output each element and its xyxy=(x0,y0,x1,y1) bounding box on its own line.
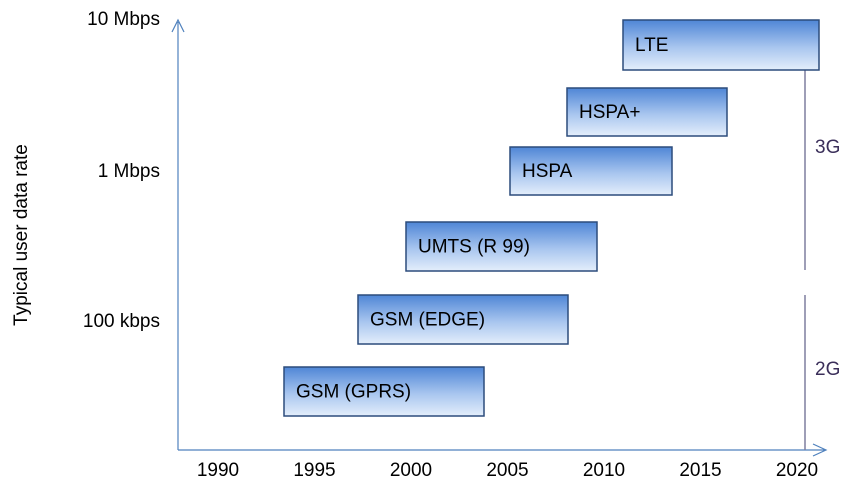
axes xyxy=(171,18,828,457)
technology-box xyxy=(283,366,485,417)
y-label: 100 kbps xyxy=(83,311,160,332)
technology-label: HSPA xyxy=(522,161,573,182)
x-label: 2015 xyxy=(679,460,721,481)
technology-label: LTE xyxy=(635,35,668,56)
technology-box xyxy=(566,87,728,137)
y-label: 10 Mbps xyxy=(87,9,160,30)
technology-label: UMTS (R 99) xyxy=(418,237,530,258)
x-label: 2020 xyxy=(776,460,818,481)
technology-box xyxy=(622,19,820,71)
y-label: 1 Mbps xyxy=(98,161,160,182)
technology-box xyxy=(509,146,673,196)
technology-box xyxy=(357,294,569,345)
y-axis-title: Typical user data rate xyxy=(11,144,32,326)
generation-label: 3G xyxy=(815,137,840,158)
technology-label: GSM (GPRS) xyxy=(296,382,411,403)
technology-label: HSPA+ xyxy=(579,102,640,123)
technology-box xyxy=(405,221,598,272)
x-label: 2005 xyxy=(486,460,528,481)
x-label: 1990 xyxy=(197,460,239,481)
x-label: 2010 xyxy=(583,460,625,481)
technology-label: GSM (EDGE) xyxy=(370,310,485,331)
y-axis xyxy=(171,18,185,450)
x-label: 2000 xyxy=(390,460,432,481)
x-axis xyxy=(178,443,828,457)
x-label: 1995 xyxy=(293,460,335,481)
generation-label: 2G xyxy=(815,359,840,380)
